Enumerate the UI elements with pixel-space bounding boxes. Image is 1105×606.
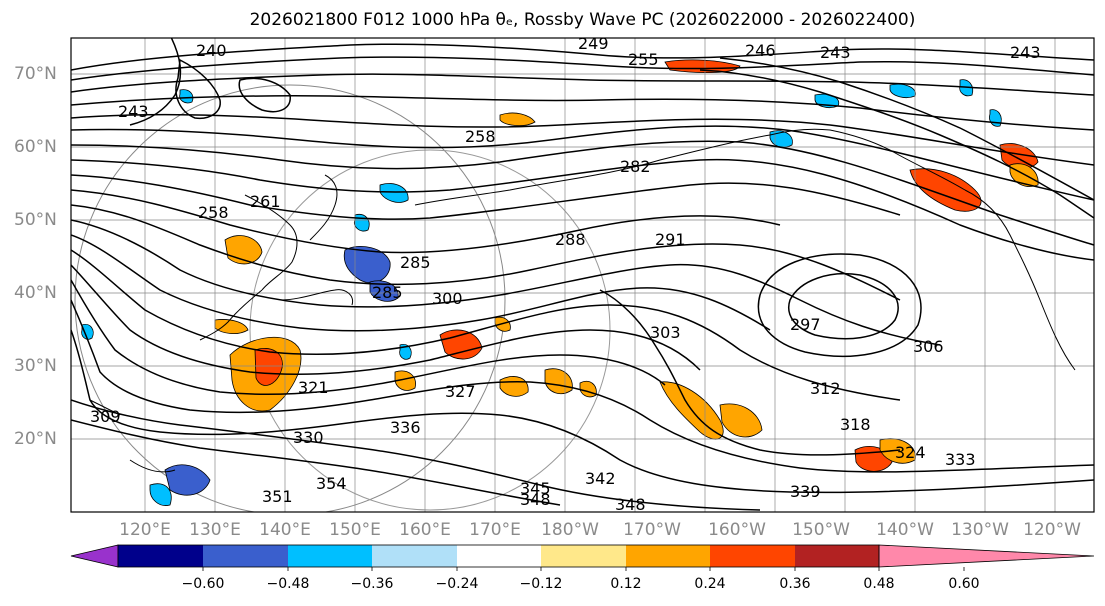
colorbar-segment <box>288 545 372 567</box>
colorbar-segment <box>118 545 203 567</box>
lat-label: 70°N <box>14 64 57 84</box>
contour-label: 258 <box>198 203 229 222</box>
lon-label: 170°W <box>623 520 681 540</box>
map-area: 240 243 249 255 246 243 243 258 261 258 … <box>71 34 1094 514</box>
map-background <box>71 38 1094 512</box>
lon-label: 170°E <box>469 520 521 540</box>
colorbar-segment <box>710 545 795 567</box>
contour-label: 288 <box>555 230 586 249</box>
lat-label: 40°N <box>14 283 57 303</box>
contour-label: 321 <box>298 378 329 397</box>
contour-label: 285 <box>372 283 403 302</box>
contour-label: 339 <box>790 482 821 501</box>
colorbar-tick-label: −0.24 <box>435 576 479 592</box>
contour-label: 327 <box>445 382 476 401</box>
colorbar-extend-min <box>70 544 119 568</box>
map-frame <box>70 37 1095 513</box>
colorbar-tick-label: 0.24 <box>694 576 726 592</box>
colorbar-tick-label: 0.12 <box>610 576 642 592</box>
colorbar-tick-label: 0.36 <box>779 576 811 592</box>
colorbar-segment <box>457 545 541 567</box>
colorbar-tick-label: 0.48 <box>863 576 895 592</box>
contour-label: 306 <box>913 337 944 356</box>
contour-label: 342 <box>585 469 616 488</box>
contour-label: 243 <box>1010 43 1041 62</box>
contour-label: 255 <box>628 50 659 69</box>
colorbar-segment <box>541 545 626 567</box>
contour-label: 303 <box>650 323 681 342</box>
contour-label: 348 <box>615 495 646 514</box>
lon-label: 150°W <box>792 520 850 540</box>
colorbar-tick-label: −0.60 <box>181 576 225 592</box>
projection-circle-mid <box>249 149 611 511</box>
lat-label: 20°N <box>14 429 57 449</box>
colorbar-segment <box>795 545 879 567</box>
colorbar-segment <box>372 545 457 567</box>
lon-label: 160°E <box>399 520 451 540</box>
colorbar-tick-label: 0.60 <box>948 576 980 592</box>
colorbar-tick-label: −0.48 <box>266 576 310 592</box>
contour-labels: 240 243 249 255 246 243 243 258 261 258 … <box>90 34 1041 514</box>
lon-label: 160°W <box>708 520 766 540</box>
contour-label: 300 <box>432 289 463 308</box>
theta-e-contours <box>71 38 1094 511</box>
contour-label: 309 <box>90 407 121 426</box>
projection-circle-left <box>74 84 506 512</box>
contour-label: 324 <box>895 443 926 462</box>
lon-label: 140°W <box>876 520 934 540</box>
colorbar-outline <box>117 544 880 568</box>
contour-label: 261 <box>250 192 281 211</box>
contour-label: 336 <box>390 418 421 437</box>
colorbar-segment <box>626 545 710 567</box>
contour-label: 291 <box>655 230 686 249</box>
colorbar-extend-max <box>878 544 1095 568</box>
colorbar-tick-label: −0.36 <box>350 576 394 592</box>
contour-label: 282 <box>620 157 651 176</box>
contour-label: 312 <box>810 379 841 398</box>
lon-label: 140°E <box>259 520 311 540</box>
contour-label: 297 <box>790 315 821 334</box>
lon-label: 120°W <box>1023 520 1081 540</box>
lat-label: 60°N <box>14 137 57 157</box>
contour-label: 240 <box>196 41 227 60</box>
colorbar-segment <box>203 545 288 567</box>
lon-label: 120°E <box>119 520 171 540</box>
colorbar-tick-label: −0.12 <box>519 576 563 592</box>
lat-label: 50°N <box>14 210 57 230</box>
contour-label: 246 <box>745 41 776 60</box>
contour-label: 330 <box>293 428 324 447</box>
lon-label: 130°W <box>951 520 1009 540</box>
contour-label: 351 <box>262 487 293 506</box>
contour-label: 354 <box>316 474 347 493</box>
contour-label: 348 <box>520 490 551 509</box>
colorbar <box>70 544 1095 571</box>
contour-label: 333 <box>945 450 976 469</box>
lat-label: 30°N <box>14 356 57 376</box>
contour-label: 345 <box>520 479 551 498</box>
lon-label: 130°E <box>189 520 241 540</box>
contour-label: 318 <box>840 415 871 434</box>
colorbar-ticks <box>202 567 965 571</box>
map-title: 2026021800 F012 1000 hPa θₑ, Rossby Wave… <box>249 10 916 30</box>
contour-label: 285 <box>400 253 431 272</box>
contour-label: 249 <box>578 34 609 53</box>
contour-label: 243 <box>820 43 851 62</box>
lon-label: 180°W <box>541 520 599 540</box>
lon-label: 150°E <box>329 520 381 540</box>
contour-label: 258 <box>465 127 496 146</box>
contour-label: 243 <box>118 102 149 121</box>
